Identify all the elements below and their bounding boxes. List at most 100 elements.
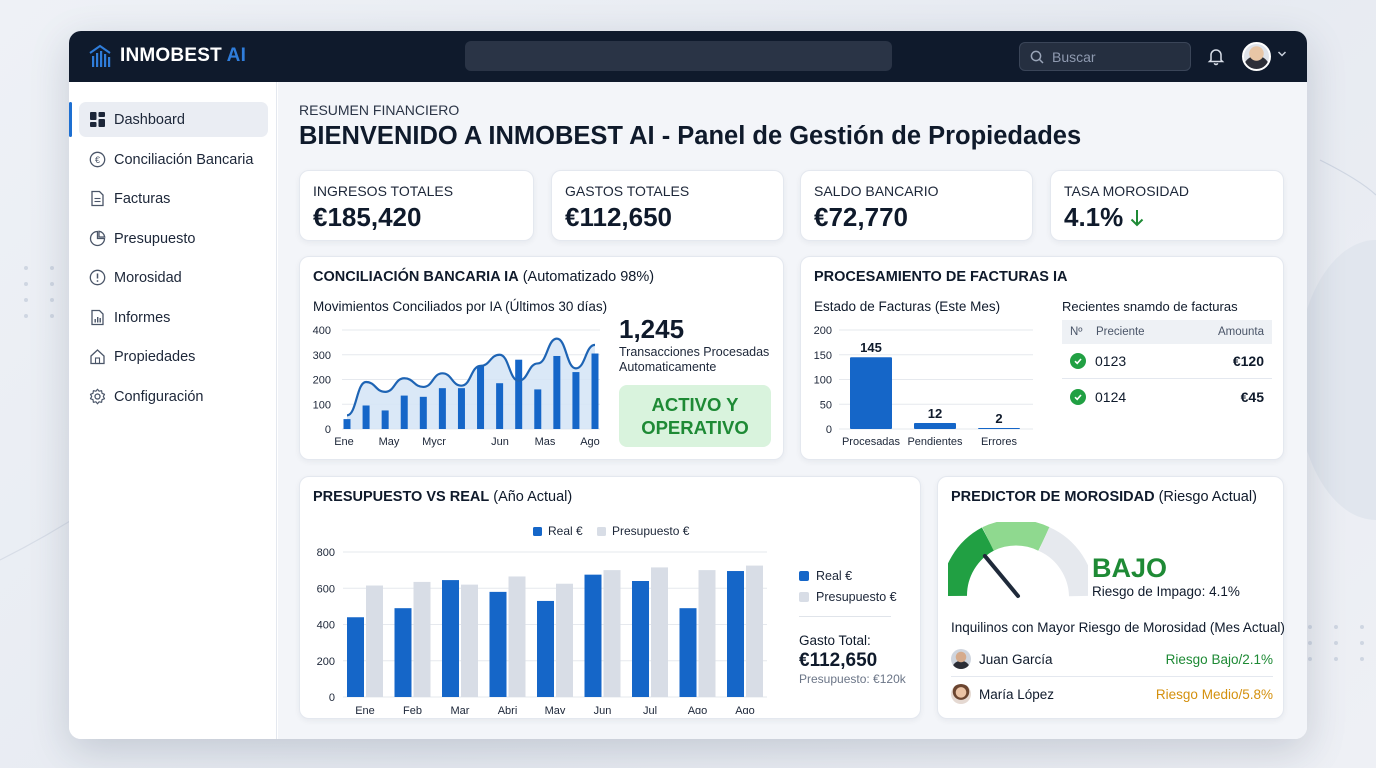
sidebar-item-facturas[interactable]: Facturas [79, 181, 268, 216]
risk-gauge [948, 522, 1088, 598]
data-label: 12 [928, 406, 942, 421]
legend-swatch-real [533, 527, 542, 536]
y-tick-label: 400 [317, 620, 335, 632]
bar [457, 388, 465, 429]
table-header: Nº Preciente Amounta [1062, 320, 1272, 344]
series-line [346, 337, 596, 417]
bar-real [679, 608, 697, 697]
avatar [951, 649, 971, 669]
transactions-count: 1,245 [619, 314, 685, 344]
y-tick-label: 200 [317, 656, 335, 668]
tenant-name: María López [979, 686, 1055, 702]
y-tick-label: 50 [820, 399, 832, 411]
tenant-name: Juan García [979, 651, 1053, 667]
bar [496, 383, 504, 429]
chevron-down-icon[interactable] [1277, 50, 1287, 58]
bar-real [442, 580, 459, 697]
y-tick-label: 600 [317, 583, 335, 595]
avatar [951, 684, 971, 704]
sidebar-item-configuracion[interactable]: Configuración [79, 379, 268, 414]
user-avatar[interactable] [1242, 42, 1271, 71]
sidebar-item-presupuesto[interactable]: Presupuesto [79, 221, 268, 256]
tenant-row[interactable]: Juan García Riesgo Bajo/2.1% [951, 642, 1273, 676]
bar-real [394, 608, 412, 697]
gauge-segment-high [1038, 527, 1088, 597]
sidebar-item-label: Morosidad [114, 269, 182, 286]
chart-subtitle: Estado de Facturas (Este Mes) [814, 299, 1001, 314]
x-tick-label: Ene [334, 436, 354, 448]
check-circle-icon [1070, 353, 1086, 369]
bar [978, 428, 1020, 429]
bar-real [584, 574, 602, 697]
bar-presupuesto [651, 567, 668, 697]
x-tick-label: Ago [735, 705, 755, 714]
sidebar-item-informes[interactable]: Informes [79, 300, 268, 335]
background-dots [1308, 625, 1374, 661]
kpi-value: €185,420 [313, 202, 422, 232]
x-tick-label: Mas [535, 436, 556, 448]
notification-bell-icon[interactable] [1206, 46, 1226, 66]
search-input[interactable]: Buscar [1019, 42, 1191, 71]
kpi-card-gastos[interactable]: GASTOS TOTALES €112,650 [551, 170, 784, 241]
alert-circle-icon [89, 269, 106, 286]
x-tick-label: Procesadas [842, 436, 901, 448]
x-tick-label: Mar [451, 705, 470, 714]
bar [515, 359, 523, 429]
brand-name: INMOBEST AI [120, 45, 247, 66]
bar [914, 423, 956, 429]
card-title: CONCILIACIÓN BANCARIA IA (Automatizado 9… [313, 269, 655, 285]
sidebar-item-label: Propiedades [114, 348, 196, 365]
column-header: Amounta [1217, 326, 1264, 338]
data-label: 2 [995, 411, 1002, 426]
gauge-segment-low [948, 527, 995, 597]
x-tick-label: Jun [594, 705, 612, 714]
sidebar: Dashboard € Conciliación Bancaria Factur… [69, 82, 277, 739]
sidebar-item-propiedades[interactable]: Propiedades [79, 339, 268, 374]
bar-presupuesto [556, 583, 573, 697]
logo[interactable]: INMOBEST AI [87, 43, 246, 69]
top-command-bar[interactable] [465, 41, 892, 71]
bar-real [347, 617, 364, 697]
gasto-total-value: €112,650 [799, 650, 878, 671]
y-tick-label: 200 [313, 375, 331, 387]
divider [951, 676, 1273, 677]
table-row[interactable]: 0124 €45 [1062, 379, 1272, 414]
table-row[interactable]: 0123 €120 [1062, 344, 1272, 379]
tenant-row[interactable]: María López Riesgo Medio/5.8% [951, 677, 1273, 711]
sidebar-item-label: Informes [114, 309, 171, 326]
presupuesto-card: PRESUPUESTO VS REAL (Año Actual) 0 200 400… [299, 476, 921, 719]
facturas-chart: 0 50 100 150 200 145 Procesadas 12 Pendientes 2 Er… [814, 325, 1033, 448]
svg-text:€: € [95, 155, 100, 165]
bar [534, 389, 542, 429]
kpi-card-morosidad[interactable]: TASA MOROSIDAD 4.1% [1050, 170, 1284, 241]
y-tick-label: 200 [814, 325, 832, 337]
legend-swatch-presupuesto [597, 527, 606, 536]
invoice-id: 0124 [1095, 388, 1127, 405]
building-logo-icon [89, 44, 111, 67]
x-tick-label: May [379, 436, 400, 448]
column-header: Nº [1070, 326, 1083, 338]
bar-presupuesto [366, 585, 383, 697]
x-tick-label: May [545, 705, 566, 714]
y-tick-label: 0 [826, 424, 832, 436]
bar-presupuesto [698, 570, 716, 697]
chart-legend: Real € Presupuesto € [799, 565, 897, 607]
page-eyebrow: RESUMEN FINANCIERO [299, 102, 460, 118]
legend-item-presupuesto: Presupuesto € [799, 586, 897, 607]
y-tick-label: 800 [317, 547, 335, 559]
chart-subtitle: Movimientos Conciliados por IA (Últimos … [313, 299, 608, 314]
sidebar-item-dashboard[interactable]: Dashboard [69, 102, 268, 137]
bar-presupuesto [413, 581, 431, 697]
invoice-amount: €120 [1232, 353, 1264, 369]
transactions-description: Transacciones Procesadas Automaticamente [619, 345, 770, 374]
facturas-card: PROCESAMIENTO DE FACTURAS IA Estado de F… [800, 256, 1284, 460]
check-circle-icon [1070, 388, 1086, 405]
kpi-value: €112,650 [565, 202, 673, 232]
y-tick-label: 300 [313, 350, 331, 362]
sidebar-item-conciliacion[interactable]: € Conciliación Bancaria [79, 142, 268, 177]
sidebar-item-morosidad[interactable]: Morosidad [79, 260, 268, 295]
card-title: PRESUPUESTO VS REAL (Año Actual) [313, 489, 573, 505]
conciliacion-chart: 0 100 200 300 400 Ene May Mycr Jun Mas Ago [313, 325, 600, 448]
kpi-card-saldo[interactable]: SALDO BANCARIO €72,770 [800, 170, 1033, 241]
kpi-card-ingresos[interactable]: INGRESOS TOTALES €185,420 [299, 170, 534, 241]
